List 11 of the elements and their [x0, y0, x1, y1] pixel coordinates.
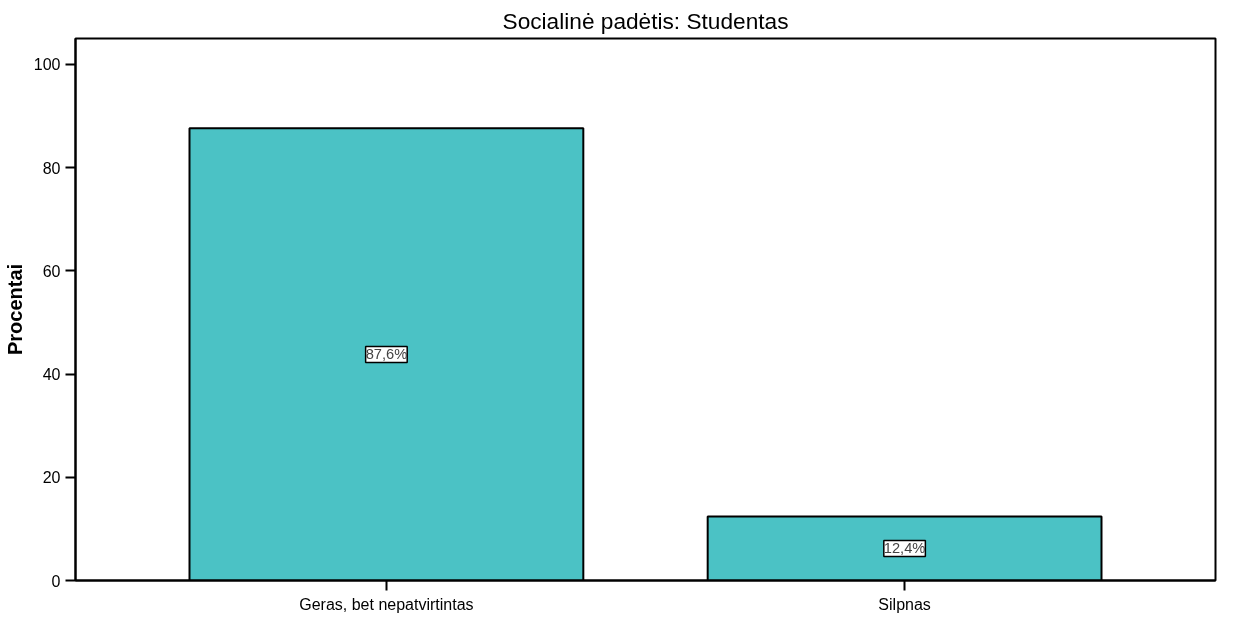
y-tick-label: 100 — [33, 56, 61, 74]
y-tick-label: 0 — [51, 572, 61, 590]
data-label: 12,4% — [883, 540, 926, 557]
y-tick-label: 40 — [42, 366, 61, 384]
y-tick-label: 60 — [42, 262, 61, 280]
chart-title: Socialinė padėtis: Studentas — [502, 7, 789, 34]
x-tick-label: Silpnas — [878, 595, 931, 613]
y-axis-title: Procentai — [3, 263, 26, 356]
y-tick-label: 80 — [42, 159, 61, 177]
y-tick-label: 20 — [42, 469, 61, 487]
x-tick-label: Geras, bet nepatvirtintas — [299, 595, 474, 613]
